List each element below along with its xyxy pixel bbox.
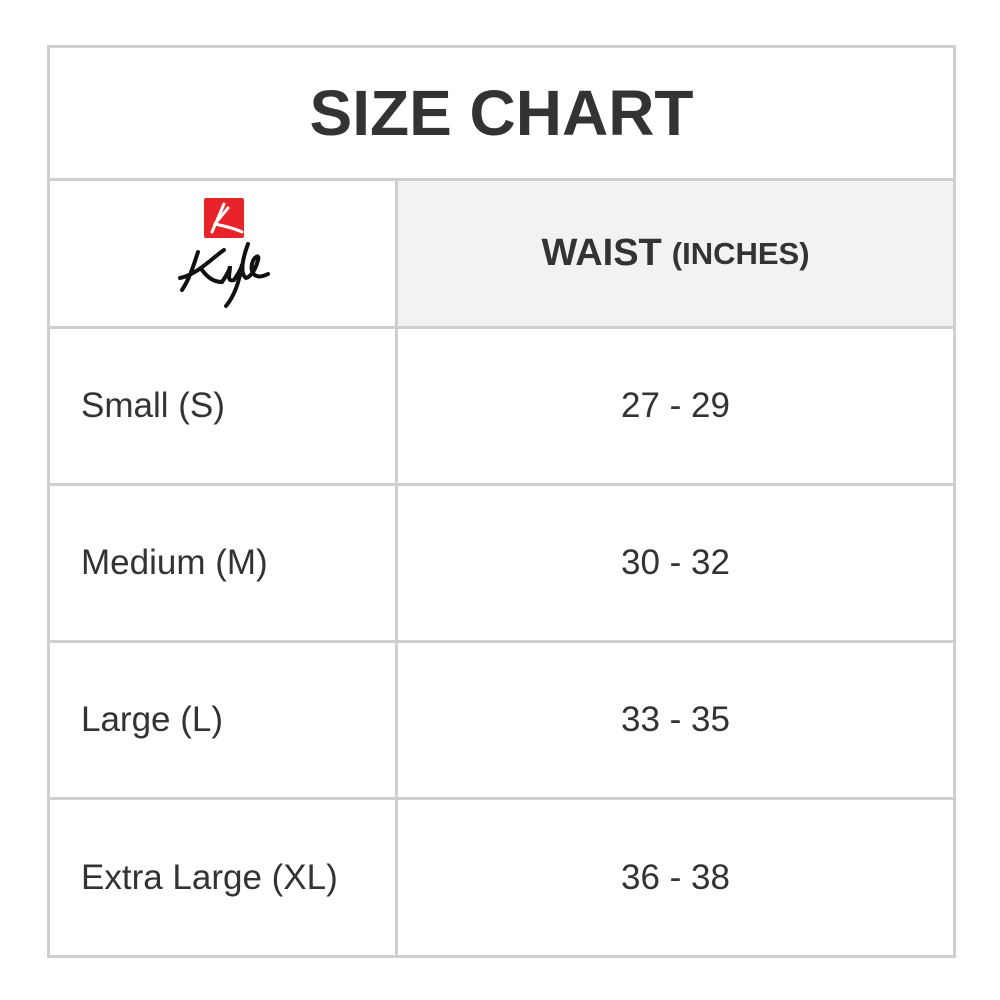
waist-cell: 30 - 32 <box>621 543 730 582</box>
page-title: SIZE CHART <box>50 48 953 181</box>
table-row: Extra Large (XL) 36 - 38 <box>50 800 953 955</box>
waist-column-header: WAIST (INCHES) <box>398 181 953 326</box>
table-row: Large (L) 33 - 35 <box>50 643 953 800</box>
size-cell: Medium (M) <box>50 486 398 640</box>
waist-cell: 27 - 29 <box>621 386 730 425</box>
size-cell: Small (S) <box>50 329 398 483</box>
size-cell: Extra Large (XL) <box>50 800 398 955</box>
header-row: WAIST (INCHES) <box>50 181 953 329</box>
waist-label: WAIST <box>541 232 662 274</box>
waist-cell: 36 - 38 <box>621 857 730 897</box>
size-chart-table: SIZE CHART WAIST (INCHES) Small (S) 27 - … <box>47 45 956 958</box>
kyle-logo <box>177 197 270 308</box>
unit-label: (INCHES) <box>671 235 810 271</box>
table-row: Small (S) 27 - 29 <box>50 329 953 486</box>
waist-cell: 33 - 35 <box>621 700 730 739</box>
size-cell: Large (L) <box>50 643 398 797</box>
table-row: Medium (M) 30 - 32 <box>50 486 953 643</box>
brand-logo-cell <box>50 181 398 326</box>
